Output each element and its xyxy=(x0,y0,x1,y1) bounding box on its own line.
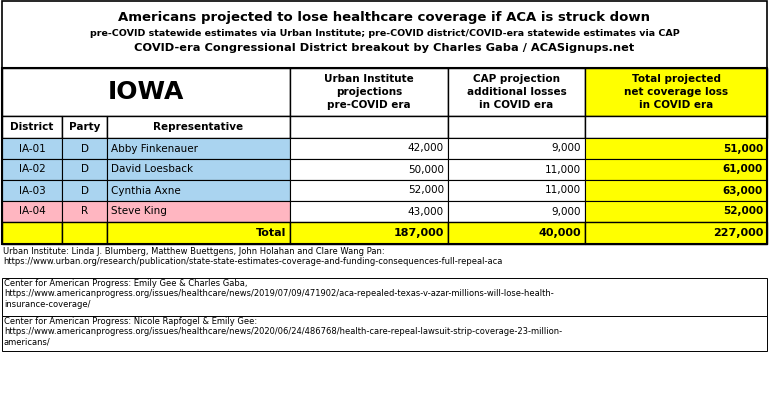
Text: R: R xyxy=(81,207,88,217)
Bar xyxy=(107,201,290,222)
Text: 43,000: 43,000 xyxy=(408,207,444,217)
Bar xyxy=(2,1,767,68)
Text: 50,000: 50,000 xyxy=(408,164,444,174)
Bar xyxy=(448,180,585,201)
Bar xyxy=(585,68,767,116)
Bar xyxy=(290,138,448,159)
Text: Americans projected to lose healthcare coverage if ACA is struck down: Americans projected to lose healthcare c… xyxy=(118,11,651,24)
Bar xyxy=(448,222,585,244)
Text: Representative: Representative xyxy=(154,122,244,132)
Bar xyxy=(107,116,290,138)
Text: D: D xyxy=(81,144,88,154)
Bar xyxy=(107,180,290,201)
Bar xyxy=(2,222,62,244)
Bar xyxy=(290,222,448,244)
Text: 40,000: 40,000 xyxy=(538,228,581,238)
Text: Urban Institute
projections
pre-COVID era: Urban Institute projections pre-COVID er… xyxy=(324,74,414,110)
Bar xyxy=(62,201,107,222)
Bar xyxy=(2,159,62,180)
Bar xyxy=(290,116,448,138)
Bar xyxy=(448,116,585,138)
Bar xyxy=(585,159,767,180)
Text: Party: Party xyxy=(68,122,100,132)
Text: Abby Finkenauer: Abby Finkenauer xyxy=(111,144,198,154)
Text: 52,000: 52,000 xyxy=(723,207,763,217)
Text: Total projected
net coverage loss
in COVID era: Total projected net coverage loss in COV… xyxy=(624,74,728,110)
Bar xyxy=(585,116,767,138)
Text: 11,000: 11,000 xyxy=(545,186,581,196)
Text: District: District xyxy=(10,122,54,132)
Bar xyxy=(585,201,767,222)
Text: Center for American Progress: Emily Gee & Charles Gaba,
https://www.americanprog: Center for American Progress: Emily Gee … xyxy=(4,279,554,309)
Text: 51,000: 51,000 xyxy=(723,144,763,154)
Text: IOWA: IOWA xyxy=(108,80,185,104)
Text: Urban Institute: Linda J. Blumberg, Matthew Buettgens, John Holahan and Clare Wa: Urban Institute: Linda J. Blumberg, Matt… xyxy=(3,247,502,266)
Text: 42,000: 42,000 xyxy=(408,144,444,154)
Bar xyxy=(2,278,767,316)
Bar xyxy=(585,138,767,159)
Bar xyxy=(107,159,290,180)
Text: Cynthia Axne: Cynthia Axne xyxy=(111,186,181,196)
Bar xyxy=(2,180,62,201)
Text: IA-03: IA-03 xyxy=(18,186,45,196)
Text: David Loesback: David Loesback xyxy=(111,164,193,174)
Bar xyxy=(448,138,585,159)
Bar xyxy=(448,201,585,222)
Text: IA-01: IA-01 xyxy=(18,144,45,154)
Bar xyxy=(2,68,290,116)
Bar xyxy=(62,180,107,201)
Bar xyxy=(290,180,448,201)
Text: 9,000: 9,000 xyxy=(551,144,581,154)
Text: 227,000: 227,000 xyxy=(713,228,763,238)
Text: Total: Total xyxy=(255,228,286,238)
Bar xyxy=(448,159,585,180)
Text: CAP projection
additional losses
in COVID era: CAP projection additional losses in COVI… xyxy=(467,74,567,110)
Bar xyxy=(585,222,767,244)
Text: IA-02: IA-02 xyxy=(18,164,45,174)
Text: 11,000: 11,000 xyxy=(545,164,581,174)
Bar xyxy=(62,222,107,244)
Text: D: D xyxy=(81,186,88,196)
Bar xyxy=(62,116,107,138)
Text: IA-04: IA-04 xyxy=(18,207,45,217)
Bar xyxy=(290,159,448,180)
Bar xyxy=(2,201,62,222)
Bar xyxy=(585,180,767,201)
Bar xyxy=(107,138,290,159)
Bar xyxy=(448,68,585,116)
Text: 61,000: 61,000 xyxy=(723,164,763,174)
Bar xyxy=(2,116,62,138)
Bar xyxy=(107,222,290,244)
Text: 9,000: 9,000 xyxy=(551,207,581,217)
Text: COVID-era Congressional District breakout by Charles Gaba / ACASignups.net: COVID-era Congressional District breakou… xyxy=(135,43,634,53)
Text: Center for American Progress: Nicole Rapfogel & Emily Gee:
https://www.americanp: Center for American Progress: Nicole Rap… xyxy=(4,317,562,347)
Bar xyxy=(290,201,448,222)
Text: 63,000: 63,000 xyxy=(723,186,763,196)
Text: 187,000: 187,000 xyxy=(394,228,444,238)
Text: pre-COVID statewide estimates via Urban Institute; pre-COVID district/COVID-era : pre-COVID statewide estimates via Urban … xyxy=(90,29,679,38)
Bar xyxy=(2,68,767,244)
Text: D: D xyxy=(81,164,88,174)
Text: Steve King: Steve King xyxy=(111,207,167,217)
Bar xyxy=(62,159,107,180)
Text: 52,000: 52,000 xyxy=(408,186,444,196)
Bar xyxy=(62,138,107,159)
Bar xyxy=(290,68,448,116)
Bar xyxy=(2,138,62,159)
Bar xyxy=(2,316,767,351)
